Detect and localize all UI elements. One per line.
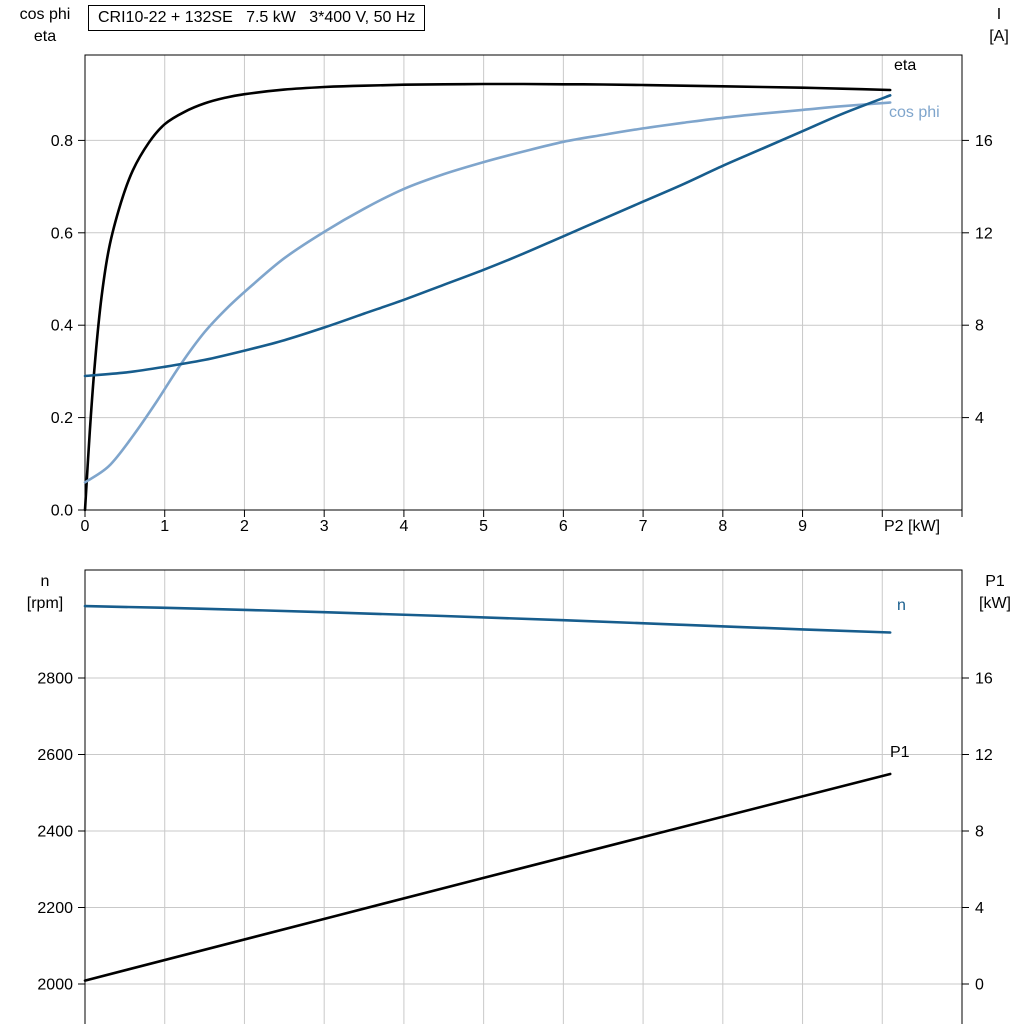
axis-title-speed: n [40,573,50,590]
bottom-right-axis-title: P1 [kW] [968,571,1022,615]
chart-title: CRI10-22 + 132SE 7.5 kW 3*400 V, 50 Hz [88,5,426,31]
left-axis-tick-label: 0.8 [51,133,73,150]
axis-title-speed-unit: [rpm] [26,595,64,612]
curve-eta [83,82,892,512]
right-axis-tick-label: 4 [975,900,984,917]
x-axis-tick-label: 2 [240,518,249,535]
x-axis-tick-label: 6 [559,518,568,535]
axis-title-p1-unit: [kW] [979,595,1011,612]
eta-curve-label: eta [894,57,917,74]
axis-title-current-unit: [A] [989,28,1009,45]
right-axis-tick-label: 0 [975,977,984,994]
right-axis-tick-label: 8 [975,318,984,335]
right-axis-tick-label: 12 [975,225,993,242]
right-axis-tick-label: 16 [975,671,993,688]
plot-frame [84,54,963,511]
bottom-left-axis-title: n [rpm] [6,571,84,615]
axis-title-current: I [996,6,1002,23]
curve-i [83,94,892,378]
left-axis-tick-label: 2000 [37,977,73,994]
x-axis-tick-label: 4 [399,518,408,535]
axis-title-eta: eta [33,28,57,45]
x-axis-tick-label: 1 [160,518,169,535]
right-axis-tick-label: 4 [975,410,984,427]
right-axis-tick-label: 8 [975,824,984,841]
chart-panel-speed-power: 2800 2600 2400 2200 2000 16 12 8 4 0 [37,569,993,1024]
p1-curve-label: P1 [890,744,910,761]
speed-curve-label: n [897,597,906,614]
right-axis-tick-label: 12 [975,747,993,764]
left-axis-tick-label: 2200 [37,900,73,917]
left-axis-tick-label: 0.4 [51,318,73,335]
top-right-axis-title: I [A] [976,4,1022,48]
left-axis-tick-label: 0.6 [51,225,73,242]
plot-frame [84,569,963,1024]
x-axis-tick-label: 5 [479,518,488,535]
left-axis-tick-label: 2800 [37,671,73,688]
left-axis-tick-label: 2600 [37,747,73,764]
axis-title-p1: P1 [985,573,1005,590]
x-axis-tick-label: 9 [798,518,807,535]
x-axis-tick-label: 8 [718,518,727,535]
curve-cos-phi [83,101,892,484]
axis-title-cos-phi: cos phi [19,6,71,23]
curve-n [83,604,892,634]
left-axis-tick-label: 0.0 [51,503,73,520]
right-axis-tick-label: 16 [975,133,993,150]
left-axis-tick-label: 2400 [37,824,73,841]
top-left-axis-title: cos phi eta [6,4,84,48]
left-axis-tick-label: 0.2 [51,410,73,427]
x-axis-tick-label: 7 [639,518,648,535]
cos-phi-curve-label: cos phi [889,104,940,121]
x-axis-tick-label: 0 [81,518,90,535]
x-axis-tick-label: 3 [320,518,329,535]
x-axis-label: P2 [kW] [884,518,940,535]
curve-p1 [83,772,892,982]
